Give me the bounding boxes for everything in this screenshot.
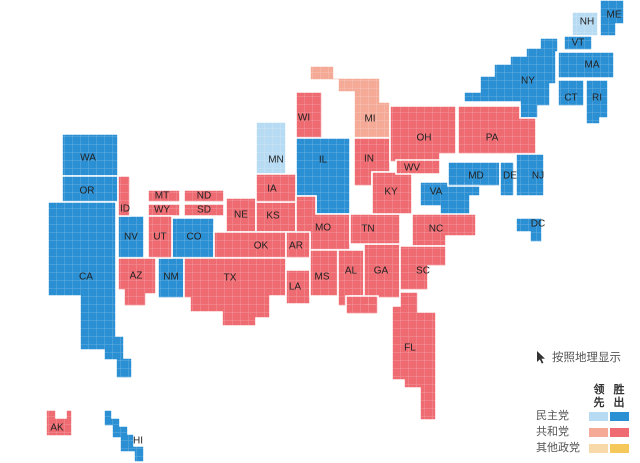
state-label-ca: CA — [79, 272, 93, 283]
state-label-tx: TX — [224, 273, 237, 284]
legend-row-democrat: 民主党 — [536, 410, 569, 423]
legend-swatch-lead — [589, 444, 608, 453]
state-label-nm: NM — [163, 272, 179, 283]
state-label-ks: KS — [266, 211, 280, 222]
geo-toggle-label: 按照地理显示 — [552, 352, 621, 364]
legend-header-lead: 领先 — [593, 384, 605, 409]
state-label-wa: WA — [80, 153, 96, 164]
state-label-sc: SC — [416, 266, 430, 277]
legend-label: 其他政党 — [536, 442, 580, 454]
state-label-pa: PA — [486, 133, 499, 144]
state-label-nj: NJ — [532, 171, 544, 182]
state-label-id: ID — [120, 204, 130, 215]
state-label-wi: WI — [298, 113, 310, 124]
state-label-az: AZ — [130, 271, 143, 282]
state-label-ma: MA — [585, 60, 600, 71]
state-label-co: CO — [187, 232, 202, 243]
state-label-ky: KY — [384, 187, 398, 198]
cursor-arrow-icon — [537, 350, 545, 364]
state-label-me: ME — [607, 10, 622, 21]
state-label-vt: VT — [572, 38, 585, 49]
state-label-la: LA — [289, 282, 302, 293]
state-label-nh: NH — [580, 17, 594, 28]
state-label-ok: OK — [254, 241, 269, 252]
legend-row-other: 其他政党 — [536, 442, 580, 455]
state-label-mt: MT — [155, 191, 169, 202]
state-label-ny: NY — [521, 76, 535, 87]
state-label-wy: WY — [154, 205, 170, 216]
state-label-ct: CT — [564, 93, 577, 104]
state-label-nc: NC — [429, 224, 443, 235]
state-nc[interactable] — [411, 213, 477, 247]
state-label-sd: SD — [197, 205, 211, 216]
state-label-nd: ND — [197, 191, 211, 202]
geo-toggle-button[interactable]: 按照地理显示 — [536, 349, 621, 365]
state-label-in: IN — [364, 154, 374, 165]
state-label-ri: RI — [592, 93, 602, 104]
state-ok[interactable] — [213, 231, 287, 259]
state-label-ak: AK — [50, 423, 64, 434]
state-label-ar: AR — [289, 241, 303, 252]
state-label-mi: MI — [364, 114, 375, 125]
legend-swatch-lead — [589, 428, 608, 437]
state-label-il: IL — [319, 155, 328, 166]
state-label-ut: UT — [153, 232, 166, 243]
legend-swatch-lead — [589, 412, 608, 421]
state-label-ga: GA — [374, 266, 389, 277]
state-label-dc: DC — [531, 219, 545, 230]
state-label-oh: OH — [417, 133, 432, 144]
state-tn[interactable] — [349, 213, 401, 245]
state-label-al: AL — [345, 266, 358, 277]
legend-header-win: 胜出 — [613, 384, 625, 409]
state-label-wv: WV — [404, 163, 420, 174]
state-label-mn: MN — [268, 155, 284, 166]
state-label-tn: TN — [361, 224, 374, 235]
state-label-nv: NV — [124, 232, 138, 243]
state-label-hi: HI — [133, 436, 143, 447]
state-label-ia: IA — [267, 184, 277, 195]
state-label-ms: MS — [315, 272, 330, 283]
state-label-va: VA — [430, 187, 443, 198]
state-label-de: DE — [503, 171, 517, 182]
state-tx[interactable] — [183, 257, 287, 327]
state-fl[interactable] — [345, 291, 437, 421]
legend-swatch-win — [610, 444, 629, 453]
state-az[interactable] — [117, 257, 157, 307]
legend-swatch-win — [610, 428, 629, 437]
state-label-ne: NE — [234, 210, 248, 221]
legend-label: 民主党 — [536, 410, 569, 422]
legend-label: 共和党 — [536, 426, 569, 438]
state-label-md: MD — [468, 171, 484, 182]
state-label-or: OR — [80, 186, 95, 197]
legend-row-republican: 共和党 — [536, 426, 569, 439]
state-label-fl: FL — [404, 343, 416, 354]
state-mn[interactable] — [255, 121, 287, 175]
legend-swatch-win — [610, 412, 629, 421]
state-label-mo: MO — [315, 223, 331, 234]
